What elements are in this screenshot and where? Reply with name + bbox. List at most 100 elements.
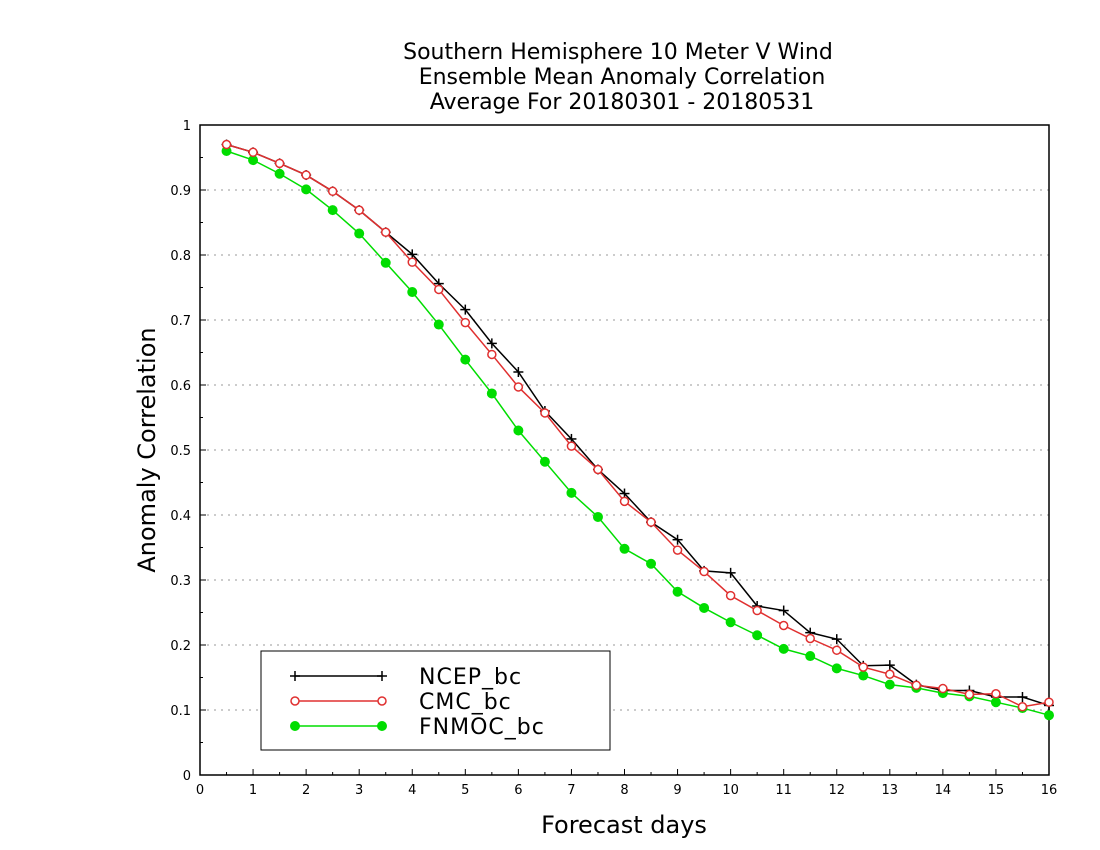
x-tick-label: 2 xyxy=(302,783,310,798)
legend-label-ncep-bc: NCEP_bc xyxy=(419,665,522,690)
data-point-fnmoc-bc xyxy=(752,630,763,641)
x-tick-label: 13 xyxy=(882,783,899,798)
data-point-cmc-bc xyxy=(460,317,471,328)
data-point-cmc-bc xyxy=(885,669,895,679)
data-point-fnmoc-bc xyxy=(805,651,816,662)
data-point-fnmoc-bc xyxy=(699,602,710,613)
axes: 0 1 2 3 4 5 6 7 8 9 10 11 12 13 14 15 1600.10.20.30.40.5… xyxy=(170,119,1057,798)
data-point-ncep-bc xyxy=(778,605,789,616)
legend-item-fnmoc-bc: FNMOC_bc xyxy=(290,715,545,740)
data-point-fnmoc-bc xyxy=(858,670,869,681)
data-point-fnmoc-bc xyxy=(884,679,895,690)
legend-marker-fnmoc-bc xyxy=(290,721,300,731)
y-tick-label: 0.4 xyxy=(170,509,191,524)
data-point-fnmoc-bc xyxy=(354,228,365,239)
y-tick-label: 0.1 xyxy=(170,704,191,719)
data-point-ncep-bc xyxy=(513,367,524,377)
data-point-cmc-bc xyxy=(832,645,842,655)
chart-title-line-3: Average For 20180301 - 20180531 xyxy=(430,90,815,115)
y-tick-label: 1 xyxy=(183,119,191,134)
data-point-fnmoc-bc xyxy=(592,511,603,522)
data-point-cmc-bc xyxy=(380,227,391,237)
legend-marker-cmc-bc xyxy=(290,696,300,706)
x-tick-label: 3 xyxy=(355,783,363,798)
data-point-ncep-bc xyxy=(725,567,736,578)
series-line-ncep-bc xyxy=(226,143,1050,707)
series-line-cmc-bc xyxy=(226,143,1050,708)
data-point-cmc-bc xyxy=(911,680,922,691)
data-point-cmc-bc xyxy=(964,689,975,700)
x-tick-label: 10 xyxy=(722,783,739,798)
series-cmc-bc xyxy=(221,139,1054,712)
y-tick-label: 0.5 xyxy=(170,444,191,459)
data-point-cmc-bc xyxy=(434,284,444,295)
chart-title-line-2: Ensemble Mean Anomaly Correlation xyxy=(419,65,826,90)
data-point-cmc-bc xyxy=(778,620,789,631)
data-point-fnmoc-bc xyxy=(274,168,285,179)
data-point-cmc-bc xyxy=(1017,702,1028,712)
data-point-cmc-bc xyxy=(991,689,1001,699)
data-point-fnmoc-bc xyxy=(1044,710,1054,721)
data-point-fnmoc-bc xyxy=(725,617,736,628)
x-tick-label: 9 xyxy=(673,783,681,798)
x-tick-label: 12 xyxy=(828,783,845,798)
legend-marker-ncep-bc xyxy=(377,671,387,681)
data-point-fnmoc-bc xyxy=(301,184,312,195)
data-point-cmc-bc xyxy=(513,382,524,392)
data-point-ncep-bc xyxy=(460,304,471,315)
data-point-cmc-bc xyxy=(752,605,762,616)
x-tick-label: 8 xyxy=(620,783,628,798)
data-point-fnmoc-bc xyxy=(327,205,338,216)
x-tick-label: 11 xyxy=(775,783,792,798)
x-tick-label: 14 xyxy=(935,783,952,798)
data-point-cmc-bc xyxy=(354,205,364,215)
data-point-ncep-bc xyxy=(486,338,497,349)
y-tick-label: 0.2 xyxy=(170,639,191,654)
data-point-ncep-bc xyxy=(1017,692,1028,702)
data-point-cmc-bc xyxy=(619,496,630,507)
data-point-cmc-bc xyxy=(248,147,258,158)
legend-marker-cmc-bc xyxy=(377,696,387,706)
legend-label-fnmoc-bc: FNMOC_bc xyxy=(419,715,545,740)
x-tick-label: 16 xyxy=(1041,783,1058,798)
series-ncep-bc xyxy=(221,139,1054,711)
y-tick-label: 0.8 xyxy=(170,249,191,264)
data-point-cmc-bc xyxy=(593,464,603,475)
data-point-cmc-bc xyxy=(646,517,656,527)
data-point-cmc-bc xyxy=(540,408,550,418)
data-point-fnmoc-bc xyxy=(433,319,444,330)
series-fnmoc-bc xyxy=(221,146,1054,721)
data-point-fnmoc-bc xyxy=(619,543,630,554)
x-axis-label: Forecast days xyxy=(541,811,707,839)
y-tick-label: 0.7 xyxy=(170,314,191,329)
data-point-ncep-bc xyxy=(672,534,683,545)
gridlines xyxy=(200,189,1049,711)
x-tick-label: 1 xyxy=(249,783,257,798)
data-point-cmc-bc xyxy=(805,633,815,644)
data-point-fnmoc-bc xyxy=(566,487,577,498)
data-point-cmc-bc xyxy=(327,186,338,197)
y-axis-label: Anomaly Correlation xyxy=(133,327,161,572)
data-point-fnmoc-bc xyxy=(460,354,471,365)
data-point-ncep-bc xyxy=(831,634,842,645)
data-point-fnmoc-bc xyxy=(380,257,391,268)
data-point-fnmoc-bc xyxy=(513,425,524,436)
data-point-cmc-bc xyxy=(301,170,311,180)
data-point-fnmoc-bc xyxy=(778,643,789,654)
data-point-fnmoc-bc xyxy=(990,697,1001,708)
y-tick-label: 0.6 xyxy=(170,379,191,394)
series-line-fnmoc-bc xyxy=(226,150,1050,716)
x-tick-label: 15 xyxy=(988,783,1005,798)
legend-item-ncep-bc: NCEP_bc xyxy=(290,665,522,690)
data-point-cmc-bc xyxy=(672,545,683,555)
data-point-fnmoc-bc xyxy=(672,586,683,597)
data-point-cmc-bc xyxy=(487,349,497,360)
legend-label-cmc-bc: CMC_bc xyxy=(419,690,512,715)
data-point-cmc-bc xyxy=(221,139,232,150)
y-tick-label: 0.3 xyxy=(170,574,191,589)
x-tick-label: 5 xyxy=(461,783,469,798)
data-point-cmc-bc xyxy=(566,441,577,451)
data-point-cmc-bc xyxy=(1044,697,1054,707)
